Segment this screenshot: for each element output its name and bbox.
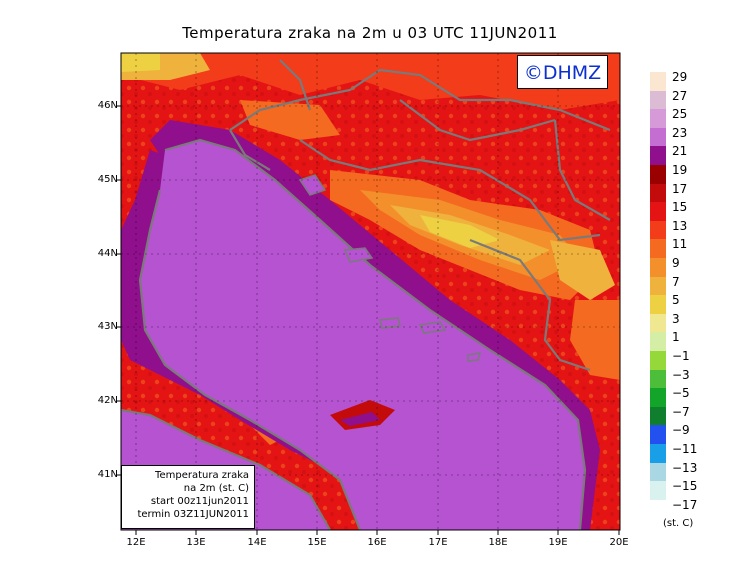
info-box: Temperatura zraka na 2m (st. C) start 00…: [121, 465, 255, 529]
legend-swatch: [650, 369, 666, 389]
map-title: Temperatura zraka na 2m u 03 UTC 11JUN20…: [182, 24, 558, 42]
lon-label-13e: 13E: [186, 537, 206, 548]
legend-swatch: [650, 239, 666, 258]
info-line-units: na 2m (st. C): [183, 483, 249, 494]
legend-level-label: −5: [672, 386, 690, 401]
info-line-start: start 00z11jun2011: [150, 496, 249, 507]
legend-level-label: 9: [672, 256, 680, 270]
legend-level-label: 7: [672, 274, 680, 289]
country-borders: [121, 59, 611, 530]
legend-swatch: [650, 127, 666, 147]
lat-label-45n: 45N: [97, 174, 118, 185]
legend-level-label: −9: [672, 423, 690, 438]
legend-level-label: −13: [672, 460, 698, 475]
legend-level-label: 3: [672, 311, 680, 326]
legend-level-label: −7: [672, 404, 690, 419]
legend-swatch: [650, 183, 666, 203]
land-zone-north: [121, 53, 620, 110]
map-frame: [120, 52, 621, 531]
legend-level-label: 21: [672, 144, 688, 159]
lat-label-44n: 44N: [97, 248, 118, 259]
legend-level-label: −3: [672, 367, 690, 382]
legend-swatch: [650, 146, 666, 165]
legend-swatch: [650, 72, 666, 91]
lon-label-15e: 15E: [307, 537, 327, 548]
legend-swatch: [650, 295, 666, 314]
legend-swatch: [650, 90, 666, 110]
legend-level-label: 19: [672, 163, 688, 177]
dhmz-logo: ©DHMZ: [517, 55, 608, 89]
legend-level-label: 25: [672, 107, 688, 122]
legend-swatch: [650, 276, 666, 296]
legend-swatch: [650, 258, 666, 277]
legend-swatch: [650, 351, 666, 370]
lon-label-16e: 16E: [367, 537, 387, 548]
legend-swatch: [650, 220, 666, 240]
legend-level-label: 15: [672, 200, 688, 215]
legend-level-label: 17: [672, 181, 688, 196]
legend-swatch: [650, 165, 666, 184]
legend-swatch: [650, 332, 666, 351]
legend-swatch: [650, 313, 666, 333]
legend-level-label: 29: [672, 70, 688, 84]
lat-label-42n: 42N: [97, 395, 118, 406]
legend-level-label: 11: [672, 237, 688, 252]
legend-swatch: [650, 406, 666, 426]
legend-level-label: −17: [672, 497, 698, 512]
legend-swatch: [650, 425, 666, 444]
legend-swatch: [650, 109, 666, 128]
lon-label-17e: 17E: [428, 537, 448, 548]
legend-level-label: 13: [672, 218, 688, 233]
legend-level-label: 23: [672, 125, 688, 140]
legend-level-label: 27: [672, 88, 688, 103]
legend-level-label: −15: [672, 479, 698, 494]
islands: [298, 174, 482, 362]
info-line-title: Temperatura zraka: [155, 470, 249, 481]
lon-label-19e: 19E: [548, 537, 568, 548]
legend-level-label: 5: [672, 293, 680, 308]
legend-level-label: 1: [672, 330, 680, 345]
graticule: [121, 53, 620, 530]
legend-level-label: −1: [672, 349, 690, 363]
legend-swatch: [650, 388, 666, 407]
lon-label-14e: 14E: [247, 537, 267, 548]
lon-label-18e: 18E: [488, 537, 508, 548]
adriatic-sea: [140, 140, 585, 530]
legend-units: (st. C): [663, 518, 694, 529]
lon-label-12e: 12E: [126, 537, 146, 548]
legend-swatch: [650, 202, 666, 221]
axis-ticks: [116, 105, 620, 535]
lat-label-41n: 41N: [97, 469, 118, 480]
lat-label-46n: 46N: [97, 100, 118, 111]
legend-level-label: −11: [672, 442, 698, 456]
legend-swatch: [650, 444, 666, 463]
legend-swatch: [650, 462, 666, 482]
legend-swatch: [650, 481, 666, 500]
info-line-termin: termin 03Z11JUN2011: [137, 509, 249, 520]
lat-label-43n: 43N: [97, 321, 118, 332]
lon-label-20e: 20E: [609, 537, 629, 548]
